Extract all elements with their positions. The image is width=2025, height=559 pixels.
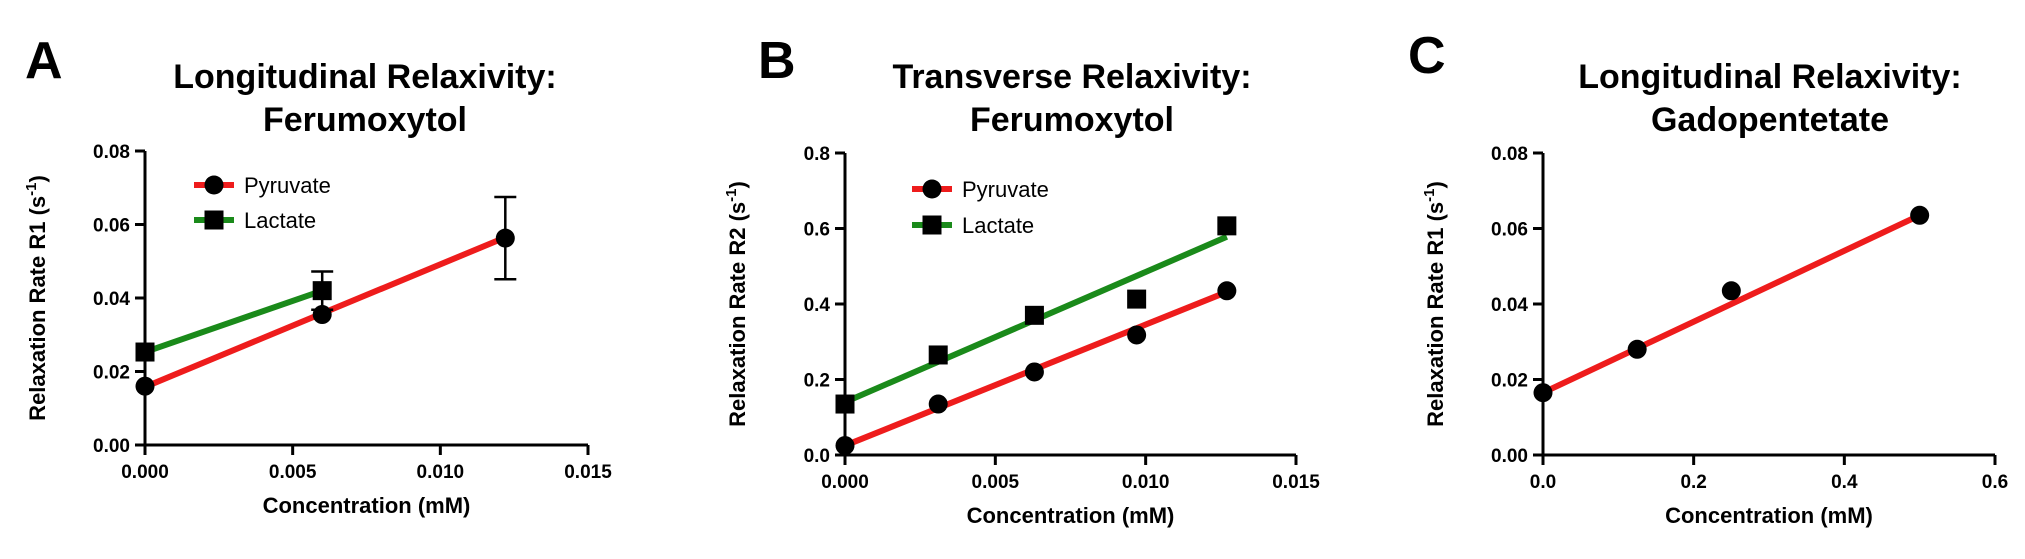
point-lactate xyxy=(1217,216,1237,236)
x-tick-label: 0.010 xyxy=(1122,472,1170,493)
x-tick-label: 0.000 xyxy=(121,462,169,483)
y-axis-label: Relaxation Rate R2 (s-1) xyxy=(723,181,750,427)
point-pyruvate xyxy=(1217,281,1237,301)
x-tick-label: 0.0 xyxy=(1530,472,1556,493)
panel-letter: B xyxy=(758,32,796,90)
legend-label-lactate: Lactate xyxy=(962,213,1034,238)
point-gadopentetate xyxy=(1533,383,1553,403)
panel-letter: A xyxy=(25,32,63,90)
x-tick-label: 0.015 xyxy=(1272,472,1320,493)
point-lactate xyxy=(1127,289,1147,309)
x-tick-label: 0.6 xyxy=(1982,472,2008,493)
y-tick-label: 0.4 xyxy=(804,295,831,316)
point-pyruvate xyxy=(835,436,855,456)
chart-title-line: Transverse Relaxivity: xyxy=(892,58,1251,96)
legend-marker-pyruvate xyxy=(204,175,224,195)
point-lactate xyxy=(312,281,332,301)
y-axis-label: Relaxation Rate R1 (s-1) xyxy=(1421,181,1448,427)
x-axis-label: Concentration (mM) xyxy=(1665,503,1873,528)
point-pyruvate xyxy=(495,228,515,248)
x-tick-label: 0.010 xyxy=(417,462,465,483)
legend-label-pyruvate: Pyruvate xyxy=(962,177,1049,202)
legend-marker-lactate xyxy=(922,215,942,235)
point-lactate xyxy=(135,342,155,362)
point-pyruvate xyxy=(1024,362,1044,382)
x-tick-label: 0.015 xyxy=(564,462,612,483)
x-tick-label: 0.005 xyxy=(269,462,317,483)
x-tick-label: 0.4 xyxy=(1831,472,1858,493)
point-pyruvate xyxy=(135,376,155,396)
point-pyruvate xyxy=(1127,325,1147,345)
chart-title-line: Ferumoxytol xyxy=(263,101,467,139)
legend-label-lactate: Lactate xyxy=(244,208,316,233)
y-tick-label: 0.6 xyxy=(804,220,830,241)
chart-title-line: Longitudinal Relaxivity: xyxy=(1578,58,1961,96)
point-lactate xyxy=(928,345,948,365)
point-lactate xyxy=(1024,305,1044,325)
point-gadopentetate xyxy=(1627,339,1647,359)
y-tick-label: 0.02 xyxy=(93,363,130,384)
x-tick-label: 0.005 xyxy=(972,472,1020,493)
y-tick-label: 0.08 xyxy=(93,142,130,163)
panel-a: A Longitudinal Relaxivity: Ferumoxytol 0.00… xyxy=(23,32,612,518)
y-tick-label: 0.08 xyxy=(1491,144,1528,165)
chart-title-line: Longitudinal Relaxivity: xyxy=(173,58,556,96)
legend-label-pyruvate: Pyruvate xyxy=(244,173,331,198)
fit-line-lactate xyxy=(144,287,324,355)
y-tick-label: 0.00 xyxy=(93,436,130,457)
point-pyruvate xyxy=(312,305,332,325)
x-axis-label: Concentration (mM) xyxy=(263,493,471,518)
chart-title-line: Gadopentetate xyxy=(1651,101,1889,139)
point-gadopentetate xyxy=(1910,205,1930,225)
y-tick-label: 0.00 xyxy=(1491,446,1528,467)
point-gadopentetate xyxy=(1721,281,1741,301)
x-axis-label: Concentration (mM) xyxy=(967,503,1175,528)
panel-c: C Longitudinal Relaxivity: Gadopentetate 0.… xyxy=(1408,27,2008,528)
fit-line-gadopentetate xyxy=(1541,212,1921,396)
point-pyruvate xyxy=(928,394,948,414)
point-lactate xyxy=(835,394,855,414)
y-tick-label: 0.0 xyxy=(804,446,830,467)
panel-letter: C xyxy=(1408,27,1446,85)
chart-title-line: Ferumoxytol xyxy=(970,101,1174,139)
y-tick-label: 0.06 xyxy=(1491,220,1528,241)
y-axis-label: Relaxation Rate R1 (s-1) xyxy=(23,175,50,421)
y-tick-label: 0.04 xyxy=(93,289,130,310)
y-tick-label: 0.2 xyxy=(804,371,830,392)
y-tick-label: 0.06 xyxy=(93,216,130,237)
y-tick-label: 0.04 xyxy=(1491,295,1528,316)
x-tick-label: 0.2 xyxy=(1680,472,1706,493)
y-tick-label: 0.8 xyxy=(804,144,830,165)
legend-marker-lactate xyxy=(204,210,224,230)
legend-marker-pyruvate xyxy=(922,179,942,199)
y-tick-label: 0.02 xyxy=(1491,371,1528,392)
x-tick-label: 0.000 xyxy=(821,472,869,493)
panel-b: B Transverse Relaxivity: Ferumoxytol 0.000 0… xyxy=(723,32,1320,528)
